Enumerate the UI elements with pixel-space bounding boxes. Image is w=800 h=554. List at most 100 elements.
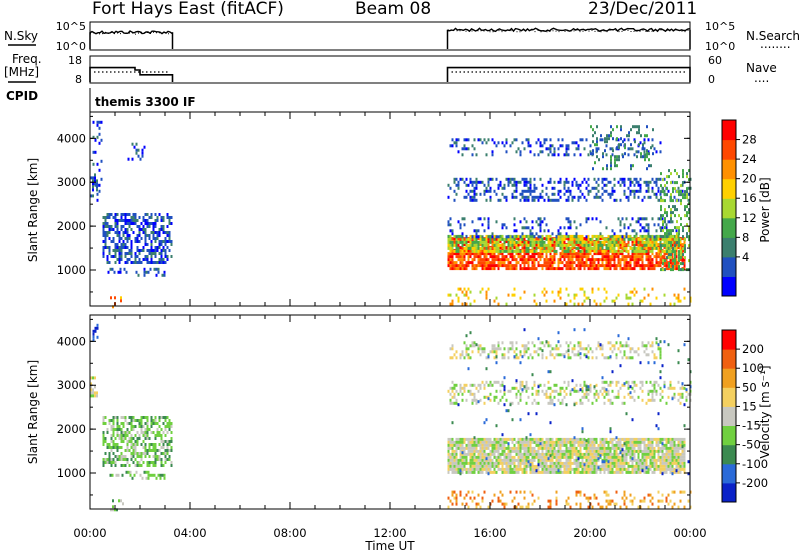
data-cell: [661, 449, 664, 453]
data-cell: [573, 293, 576, 297]
data-cell: [667, 452, 670, 456]
data-cell: [623, 437, 626, 441]
data-cell: [612, 137, 614, 141]
data-cell: [591, 464, 594, 468]
data-cell: [459, 252, 462, 256]
data-cell: [683, 461, 686, 465]
data-cell: [162, 443, 165, 446]
data-cell: [509, 180, 512, 184]
data-cell: [567, 440, 570, 444]
data-cell: [147, 476, 150, 480]
data-cell: [138, 261, 141, 264]
data-cell: [553, 180, 556, 184]
data-cell: [632, 125, 634, 129]
data-cell: [112, 305, 114, 309]
data-cell: [593, 195, 596, 199]
data-cell: [491, 470, 494, 474]
data-cell: [130, 428, 133, 431]
data-cell: [603, 258, 606, 262]
data-cell: [589, 464, 592, 468]
data-cell: [451, 264, 454, 268]
data-cell: [487, 217, 490, 221]
data-cell: [118, 428, 121, 431]
data-cell: [529, 243, 532, 247]
data-cell: [154, 240, 157, 243]
data-cell: [487, 223, 490, 227]
data-cell: [591, 217, 594, 221]
data-cell: [501, 461, 504, 465]
data-cell: [527, 386, 530, 390]
data-cell: [164, 252, 167, 255]
data-cell: [651, 249, 654, 253]
data-cell: [519, 198, 522, 202]
data-cell: [609, 461, 612, 465]
data-cell: [547, 440, 550, 444]
data-cell: [553, 255, 556, 259]
data-cell: [501, 237, 504, 241]
data-cell: [553, 267, 556, 271]
data-cell: [646, 125, 648, 129]
data-cell: [513, 138, 516, 142]
data-cell: [621, 258, 624, 262]
data-cell: [613, 232, 616, 236]
data-cell: [122, 431, 125, 434]
data-cell: [666, 232, 668, 236]
data-cell: [672, 211, 674, 215]
data-cell: [649, 261, 652, 265]
data-cell: [130, 228, 133, 231]
data-cell: [90, 385, 92, 389]
data-cell: [680, 184, 682, 188]
data-cell: [525, 226, 528, 230]
data-cell: [675, 461, 678, 465]
data-cell: [684, 250, 686, 254]
data-cell: [596, 149, 598, 153]
data-cell: [555, 470, 558, 474]
data-cell: [449, 401, 452, 405]
data-cell: [557, 440, 560, 444]
data-cell: [617, 252, 620, 256]
data-cell: [547, 452, 550, 456]
data-cell: [166, 446, 169, 449]
data-cell: [461, 249, 464, 253]
data-cell: [120, 499, 122, 503]
data-cell: [559, 449, 562, 453]
data-cell: [659, 437, 662, 441]
data-cell: [565, 237, 568, 241]
data-cell: [162, 416, 165, 419]
data-cell: [537, 437, 540, 441]
data-cell: [605, 246, 608, 250]
data-cell: [651, 287, 654, 291]
data-cell: [592, 167, 594, 171]
data-cell: [499, 389, 502, 393]
data-cell: [471, 180, 474, 184]
data-cell: [681, 249, 684, 253]
data-cell: [94, 376, 96, 380]
data-cell: [591, 255, 594, 259]
data-cell: [543, 446, 546, 450]
data-cell: [543, 264, 546, 268]
data-cell: [455, 464, 458, 468]
data-cell: [630, 167, 632, 171]
data-cell: [611, 464, 614, 468]
data-cell: [149, 473, 152, 477]
data-cell: [134, 425, 137, 428]
data-cell: [471, 249, 474, 253]
data-cell: [607, 258, 610, 262]
data-cell: [461, 217, 464, 221]
data-cell: [533, 235, 536, 239]
data-cell: [557, 234, 560, 238]
data-cell: [579, 153, 582, 157]
data-cell: [543, 237, 546, 241]
data-cell: [547, 180, 550, 184]
data-cell: [451, 255, 454, 259]
data-cell: [453, 264, 456, 268]
data-cell: [688, 178, 690, 182]
data-cell: [670, 229, 672, 233]
data-cell: [635, 464, 638, 468]
data-cell: [509, 452, 512, 456]
data-cell: [670, 217, 672, 221]
data-cell: [459, 237, 462, 241]
data-cell: [657, 234, 660, 238]
data-cell: [581, 302, 584, 306]
data-cell: [112, 461, 115, 464]
